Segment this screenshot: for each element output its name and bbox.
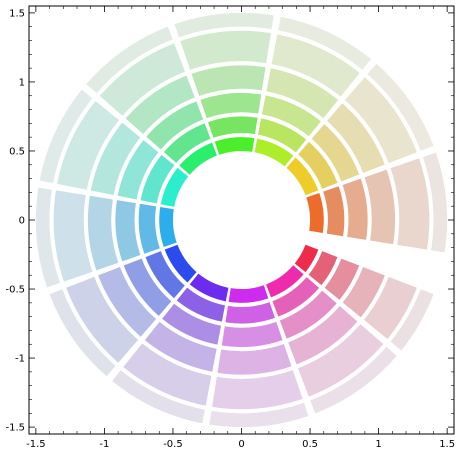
- wedge-sector-2-ring-6: [367, 63, 434, 151]
- wedge-sector-3-ring-4: [266, 68, 339, 119]
- wedge-sector-8-ring-4: [98, 267, 157, 337]
- wedge-sector-2-ring-3: [311, 124, 360, 182]
- wedge-sector-1-ring-4: [364, 169, 396, 245]
- y-tick-label: 0.5: [9, 146, 25, 157]
- wedge-sector-4-ring-6: [174, 12, 274, 38]
- wedge-sector-3-ring-1: [254, 138, 294, 167]
- wedge-sector-4-ring-2: [208, 116, 258, 138]
- wedge-sector-10-ring-3: [221, 321, 283, 348]
- wedge-sector-7-ring-4: [87, 195, 119, 271]
- wedge-sector-10-ring-5: [212, 370, 303, 410]
- wedge-sector-1-ring-3: [342, 178, 368, 240]
- wedge-sector-6-ring-2: [140, 154, 175, 204]
- wedge-sector-3-ring-5: [271, 34, 360, 97]
- wedge-sector-1-ring-2: [323, 186, 345, 237]
- wedge-sector-12-ring-5: [364, 276, 417, 340]
- wedge-sector-7-ring-2: [138, 203, 160, 254]
- wedge-sector-5-ring-6: [86, 26, 173, 94]
- wedge-sector-12-ring-3: [324, 258, 360, 300]
- wedge-sector-12-ring-1: [294, 244, 319, 273]
- wedge-sector-11-ring-5: [298, 324, 384, 397]
- wedge-sector-12-ring-6: [390, 289, 434, 351]
- wedge-sector-5-ring-1: [179, 142, 217, 175]
- wedge-sector-6-ring-3: [117, 140, 159, 200]
- wedge-sector-8-ring-5: [66, 276, 139, 363]
- wedge-sector-1-ring-1: [306, 193, 324, 233]
- x-tick-label: -0.5: [163, 439, 183, 450]
- wedge-sector-5-ring-4: [125, 75, 195, 134]
- wedge-sector-11-ring-2: [272, 277, 320, 317]
- wedge-sector-11-ring-3: [279, 290, 337, 339]
- y-tick-label: 0: [19, 216, 25, 227]
- wedge-sector-4-ring-5: [180, 30, 271, 70]
- wedge-sector-2-ring-5: [344, 77, 417, 164]
- wedge-sector-3-ring-6: [278, 16, 371, 70]
- wedge-sector-5-ring-3: [146, 101, 204, 150]
- wedge-sector-9-ring-5: [123, 343, 212, 406]
- wedge-sector-9-ring-6: [112, 370, 205, 424]
- y-tick-label: 1: [19, 77, 25, 88]
- wedge-sector-9-ring-2: [176, 287, 226, 322]
- wedge-sector-12-ring-4: [342, 267, 385, 318]
- wedge-layer: [35, 12, 448, 428]
- x-tick-label: -1.5: [26, 439, 46, 450]
- y-tick-label: -1: [15, 354, 25, 365]
- wedge-sector-2-ring-4: [326, 103, 385, 173]
- wedge-sector-3-ring-3: [261, 95, 321, 137]
- x-tick-label: 0.5: [302, 439, 318, 450]
- wedge-sector-3-ring-2: [257, 118, 307, 153]
- wedge-sector-8-ring-3: [123, 258, 172, 316]
- wedge-sector-7-ring-5: [53, 190, 93, 282]
- wedge-sector-10-ring-1: [228, 285, 269, 303]
- wedge-sector-4-ring-4: [191, 65, 266, 96]
- axes-layer: -1.5 -1 -0.5 0 0.5 1 1.5 1.5 1 0.5 0 -0.5 -1 -1.5: [5, 5, 455, 450]
- wedge-sector-12-ring-2: [308, 251, 338, 286]
- wedge-sector-2-ring-1: [286, 157, 319, 196]
- wedge-sector-8-ring-6: [49, 289, 116, 377]
- wedge-sector-6-ring-6: [39, 89, 93, 184]
- wedge-sector-10-ring-2: [225, 302, 275, 324]
- wedge-sector-7-ring-1: [159, 207, 177, 247]
- wedge-sector-6-ring-1: [160, 167, 189, 207]
- wedge-sector-6-ring-5: [57, 100, 119, 190]
- wedge-sector-10-ring-4: [217, 344, 292, 375]
- wedge-sector-11-ring-6: [310, 346, 397, 414]
- wedge-sector-8-ring-1: [164, 244, 197, 283]
- wedge-sector-7-ring-6: [35, 187, 61, 288]
- wedge-sector-4-ring-3: [200, 92, 262, 119]
- y-tick-label: -1.5: [5, 423, 25, 434]
- x-tick-label: 1.5: [439, 439, 455, 450]
- wedge-sector-1-ring-6: [422, 152, 448, 253]
- wedge-sector-11-ring-1: [266, 265, 304, 298]
- wedge-sector-9-ring-4: [144, 321, 217, 372]
- x-tick-label: 0: [238, 439, 244, 450]
- wedge-sector-9-ring-1: [189, 273, 229, 302]
- wedge-sector-4-ring-1: [214, 137, 255, 155]
- wedge-sector-10-ring-6: [209, 402, 309, 428]
- wedge-sector-1-ring-5: [390, 158, 430, 250]
- wedge-sector-11-ring-4: [288, 306, 358, 365]
- y-tick-label: -0.5: [5, 285, 25, 296]
- x-tick-label: -1: [99, 439, 109, 450]
- x-tick-label: 1: [375, 439, 381, 450]
- y-tick-label: 1.5: [9, 8, 25, 19]
- wedge-sector-6-ring-4: [90, 122, 141, 195]
- wedge-sector-2-ring-2: [298, 141, 338, 189]
- wedge-sector-8-ring-2: [145, 251, 185, 299]
- wedge-sector-7-ring-3: [115, 200, 141, 262]
- wedge-sector-5-ring-5: [99, 43, 185, 116]
- wedge-sector-9-ring-3: [162, 303, 222, 345]
- wedge-sector-5-ring-2: [163, 123, 211, 163]
